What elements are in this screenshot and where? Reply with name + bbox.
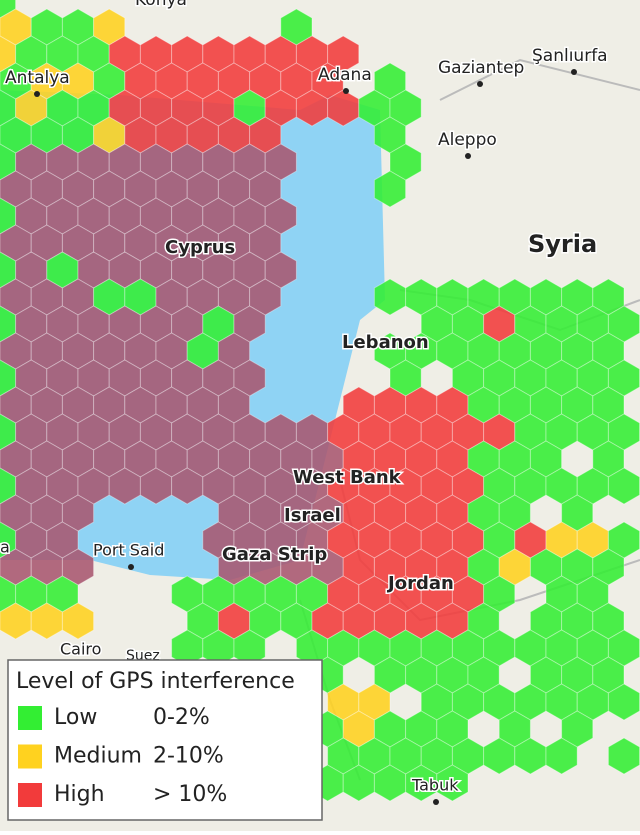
place-label: Port Said	[93, 541, 164, 560]
legend-label: Medium	[54, 744, 142, 769]
place-label: Konya	[135, 0, 187, 10]
hex	[61, 602, 95, 640]
place-label: Gaziantep	[438, 58, 524, 78]
hex	[0, 0, 17, 19]
legend-swatch	[18, 783, 42, 807]
legend-title: Level of GPS interference	[16, 669, 295, 694]
legend: Level of GPS interference Low 0-2% Medium 2…	[7, 659, 323, 821]
hex	[373, 170, 407, 208]
place-label: Cairo	[60, 640, 101, 659]
place-dot	[477, 81, 483, 87]
place-label: Israel	[284, 505, 341, 526]
hex-layer	[0, 0, 640, 802]
legend-label: High	[54, 782, 105, 807]
legend-range: 2-10%	[153, 744, 224, 769]
place-label: Cyprus	[165, 237, 235, 258]
legend-range: > 10%	[153, 782, 227, 807]
legend-box	[7, 659, 323, 821]
place-label: Antalya	[5, 68, 70, 88]
place-label: a	[0, 538, 10, 557]
place-dot	[433, 799, 439, 805]
place-dot	[128, 564, 134, 570]
hex	[436, 764, 469, 802]
hex	[545, 737, 578, 775]
legend-range: 0-2%	[153, 705, 210, 730]
place-label: Gaza Strip	[222, 544, 327, 565]
place-label: Lebanon	[342, 332, 429, 353]
legend-label: Low	[54, 705, 97, 730]
place-dot	[343, 88, 349, 94]
legend-swatch	[18, 706, 42, 730]
place-dot	[465, 153, 471, 159]
place-label: Aleppo	[438, 130, 497, 150]
place-label: Adana	[318, 65, 372, 85]
place-label: Jordan	[386, 573, 454, 594]
place-label: Şanlıurfa	[532, 46, 608, 66]
place-dot	[571, 69, 577, 75]
place-label: Syria	[528, 230, 597, 258]
legend-swatch	[18, 744, 42, 769]
place-label: West Bank	[293, 467, 402, 488]
place-dot	[34, 91, 40, 97]
labels: Konya Antalya Adana Gaziantep Şanlıurfa Alepp…	[0, 0, 609, 805]
place-label: Tabuk	[411, 776, 459, 795]
